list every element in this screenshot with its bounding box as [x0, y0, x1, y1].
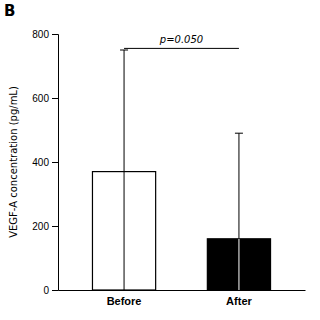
bar: [207, 239, 270, 290]
x-tick-label: After: [226, 295, 252, 307]
error-bar-lower: [124, 172, 125, 290]
y-tick-mark: [52, 226, 58, 227]
significance-bracket: [124, 48, 239, 49]
bar: [92, 172, 155, 290]
chart: 0 200 400 600 800 Before After p=0.050 VEGF-A co…: [0, 0, 320, 320]
y-tick-label: 800: [32, 29, 49, 40]
x-tick: Before: [107, 290, 142, 307]
error-bar: [120, 50, 128, 290]
p-value: p=0.050: [159, 34, 203, 45]
x-tick: After: [226, 290, 252, 307]
y-tick-label: 400: [32, 157, 49, 168]
plot: 0 200 400 600 800 Before After p=0.050: [32, 29, 305, 307]
y-tick-mark: [52, 162, 58, 163]
y-tick-mark: [52, 98, 58, 99]
y-tick: 400: [32, 157, 58, 168]
error-bar-lower: [238, 239, 239, 290]
error-bar-upper: [124, 50, 125, 172]
y-tick-mark: [52, 34, 58, 35]
y-axis-line: [52, 35, 59, 291]
y-axis-title: VEGF-A concentration (pg/mL): [8, 86, 19, 238]
y-tick-label: 0: [43, 285, 49, 296]
y-tick: 600: [32, 93, 58, 104]
error-cap-upper: [120, 50, 128, 51]
error-bar: [235, 133, 243, 290]
x-axis: Before After: [59, 290, 306, 307]
y-tick: 0: [43, 285, 58, 296]
panel-label: B: [4, 2, 15, 20]
y-tick: 200: [32, 221, 58, 232]
error-cap-upper: [235, 133, 243, 134]
y-tick-mark: [52, 290, 58, 291]
y-axis: 0 200 400 600 800: [32, 29, 58, 296]
y-tick: 800: [32, 29, 58, 40]
marks: [92, 50, 270, 290]
x-axis-line: [59, 290, 306, 291]
x-tick-label: Before: [107, 295, 142, 307]
y-tick-label: 600: [32, 93, 49, 104]
error-bar-upper: [238, 133, 239, 239]
y-tick-label: 200: [32, 221, 49, 232]
